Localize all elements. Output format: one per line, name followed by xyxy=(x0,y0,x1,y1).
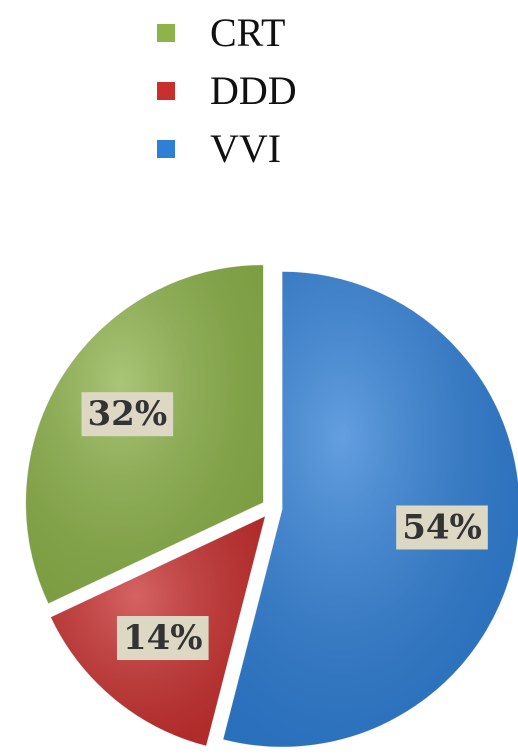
legend-swatch xyxy=(157,82,175,100)
legend-label: CRT xyxy=(210,10,285,55)
value-label-bg xyxy=(396,505,488,550)
slice-shade xyxy=(222,271,518,748)
legend-swatch xyxy=(157,140,175,158)
legend-swatch xyxy=(157,24,175,42)
legend-label: DDD xyxy=(210,68,297,113)
value-label: 32% xyxy=(88,394,168,434)
value-label-bg xyxy=(81,392,174,437)
value-label: 54% xyxy=(402,507,482,547)
value-label: 14% xyxy=(123,618,203,658)
legend-label: VVI xyxy=(210,126,281,171)
value-label-bg xyxy=(116,616,209,661)
